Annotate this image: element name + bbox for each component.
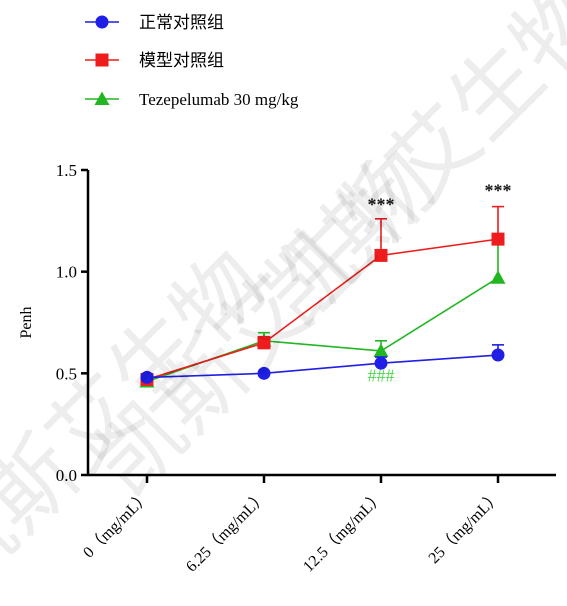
series-line bbox=[146, 238, 499, 381]
data-point bbox=[373, 343, 389, 357]
legend-item: Tezepelumab 30 mg/kg bbox=[85, 90, 299, 109]
significance-annotation: *** bbox=[368, 195, 395, 215]
y-tick-label: 0.5 bbox=[56, 364, 77, 383]
data-point bbox=[490, 270, 506, 284]
data-point bbox=[257, 336, 271, 350]
data-point bbox=[491, 348, 505, 362]
significance-annotation: *** bbox=[485, 180, 512, 200]
y-tick-label: 1.5 bbox=[56, 161, 77, 180]
legend-label: 模型对照组 bbox=[139, 51, 224, 70]
data-point bbox=[140, 370, 154, 384]
watermark-text: 凯斯艾生物 bbox=[246, 0, 567, 344]
legend-marker bbox=[94, 91, 110, 105]
legend-label: 正常对照组 bbox=[139, 13, 224, 32]
x-tick-label: 6.25（mg/mL） bbox=[182, 487, 270, 575]
legend-item: 模型对照组 bbox=[85, 51, 224, 70]
y-tick-label: 1.0 bbox=[56, 263, 77, 282]
x-tick-label: 25（mg/mL） bbox=[425, 487, 505, 567]
legend-item: 正常对照组 bbox=[85, 13, 224, 32]
data-point bbox=[374, 248, 388, 262]
data-point bbox=[374, 356, 388, 370]
series-line bbox=[146, 354, 499, 379]
data-point bbox=[257, 366, 271, 380]
series-layer: *** *** ### bbox=[139, 180, 512, 388]
y-tick-label: 0.0 bbox=[56, 466, 77, 485]
legend-label: Tezepelumab 30 mg/kg bbox=[139, 90, 299, 109]
series-1 bbox=[140, 344, 505, 384]
legend-marker bbox=[95, 15, 109, 29]
significance-annotation: ### bbox=[368, 365, 395, 385]
y-axis-label: Penh bbox=[18, 307, 35, 339]
data-point bbox=[491, 232, 505, 246]
legend-marker bbox=[95, 53, 109, 67]
x-tick-label: 12.5（mg/mL） bbox=[299, 487, 387, 575]
